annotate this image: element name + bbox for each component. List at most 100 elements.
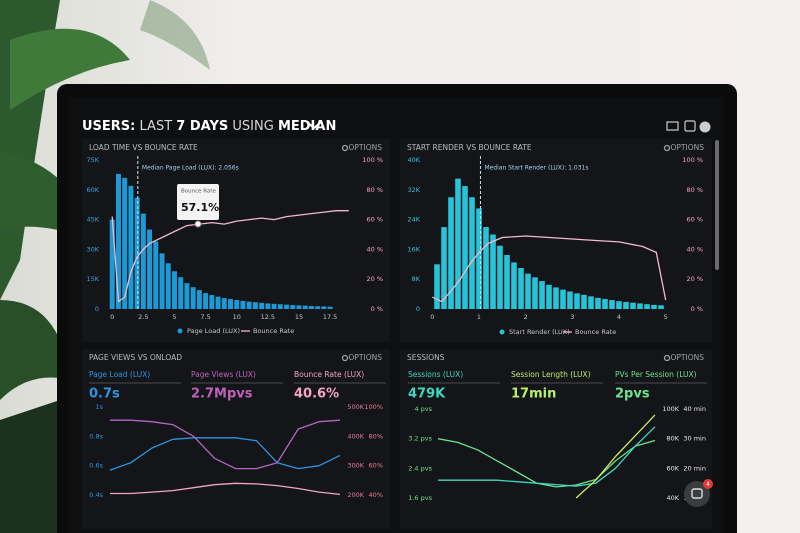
scrollbar[interactable]: [715, 140, 719, 270]
bar: [134, 197, 140, 309]
y-tick-label: 100K: [662, 405, 679, 413]
y-tick-label: 32K: [407, 186, 420, 194]
y-tick-label: 500K: [347, 403, 364, 411]
bar: [246, 301, 252, 309]
bar: [252, 302, 258, 309]
y-tick-label: 60K: [666, 464, 679, 472]
bar: [277, 304, 283, 309]
y-tick-label: 0 %: [371, 305, 383, 313]
bar: [525, 273, 531, 309]
bar: [171, 271, 177, 309]
x-tick-label: 4: [617, 313, 621, 321]
y-tick-label: 20 %: [686, 275, 703, 283]
metric-label: Page Views (LUX): [191, 370, 256, 379]
options-button[interactable]: OPTIONS: [349, 143, 383, 152]
y-tick-label: 16K: [407, 245, 420, 253]
monitor-icon[interactable]: [666, 121, 679, 131]
y-tick-label: 80K: [666, 435, 679, 443]
y-tick-label: 0 %: [691, 305, 703, 313]
bar: [147, 229, 153, 309]
tooltip: [177, 184, 219, 220]
options-gear: [341, 354, 349, 362]
bar: [209, 295, 215, 309]
y-tick-label: 100%: [364, 403, 383, 411]
title-part: 7 DAYS: [176, 119, 228, 134]
header-title: USERS: LAST 7 DAYS USING MEDIAN: [82, 119, 336, 134]
bar: [574, 293, 580, 309]
legend-label: Start Render (LUX): [509, 328, 570, 336]
metric-value: 2pvs: [615, 387, 650, 402]
metric-value: 0.7s: [89, 387, 120, 402]
bar: [441, 227, 447, 309]
x-tick-label: 1: [477, 313, 481, 321]
bar: [315, 306, 321, 309]
options-button[interactable]: OPTIONS: [671, 353, 705, 362]
series-line: [432, 235, 667, 303]
bar: [567, 291, 573, 309]
y-tick-label: 40 %: [686, 245, 703, 253]
bar: [290, 305, 296, 309]
bar: [159, 253, 165, 309]
bar: [637, 303, 643, 309]
title-part: USING: [232, 119, 273, 134]
options-button[interactable]: OPTIONS: [671, 143, 705, 152]
bar: [588, 296, 594, 309]
bar: [532, 277, 538, 309]
y-tick-label: 40 min: [683, 405, 706, 413]
bar: [448, 197, 454, 309]
bar: [602, 298, 608, 309]
bar: [462, 186, 468, 309]
options-button[interactable]: OPTIONS: [349, 353, 383, 362]
metric-label: Page Load (LUX): [89, 370, 150, 379]
bar: [327, 306, 333, 309]
chat-badge: [703, 479, 713, 489]
y-tick-label: 30K: [86, 245, 99, 253]
panel: [82, 349, 390, 529]
panel-title: PAGE VIEWS VS ONLOAD: [89, 353, 182, 362]
options-gear: [341, 144, 349, 152]
x-tick-label: 15: [295, 313, 303, 321]
bar: [476, 208, 482, 309]
bar: [228, 299, 233, 309]
x-tick-label: 0: [430, 313, 434, 321]
bar: [115, 173, 121, 309]
metric-label: Bounce Rate (LUX): [294, 370, 364, 379]
help-icon[interactable]: [699, 121, 711, 133]
series-line: [110, 482, 341, 496]
dropdown-chevron[interactable]: [306, 121, 322, 130]
tooltip-point: [194, 220, 202, 228]
bar: [308, 306, 314, 309]
median-label: Median Start Render (LUX): 1.031s: [484, 165, 588, 172]
chat-button[interactable]: [684, 481, 710, 507]
bar: [623, 301, 629, 309]
x-tick-label: 5: [172, 313, 176, 321]
y-tick-label: 45K: [86, 216, 99, 224]
y-tick-label: 60 %: [686, 216, 703, 224]
bar: [455, 178, 461, 309]
bar: [553, 287, 559, 309]
bar: [140, 213, 146, 309]
bar: [296, 305, 302, 309]
y-tick-label: 1s: [95, 403, 103, 411]
series-line: [575, 414, 656, 499]
bar: [128, 185, 134, 309]
x-tick-label: 2.5: [138, 313, 148, 321]
metric-label: PVs Per Session (LUX): [615, 370, 697, 379]
x-tick-label: 17.5: [323, 313, 337, 321]
y-tick-label: 15K: [86, 275, 99, 283]
y-tick-label: 40 %: [366, 245, 383, 253]
bar: [215, 296, 221, 309]
chart-icon[interactable]: [684, 120, 696, 132]
bar: [122, 177, 128, 309]
bar: [240, 300, 246, 309]
y-tick-label: 20 min: [683, 464, 706, 472]
legend-label: Page Load (LUX): [187, 327, 240, 335]
bar: [259, 302, 265, 309]
y-tick-label: 24K: [407, 216, 420, 224]
y-tick-label: 100 %: [362, 156, 383, 164]
bar: [546, 284, 552, 309]
options-gear: [663, 354, 671, 362]
title-part: USERS:: [82, 119, 135, 134]
panel-title: SESSIONS: [407, 353, 445, 362]
